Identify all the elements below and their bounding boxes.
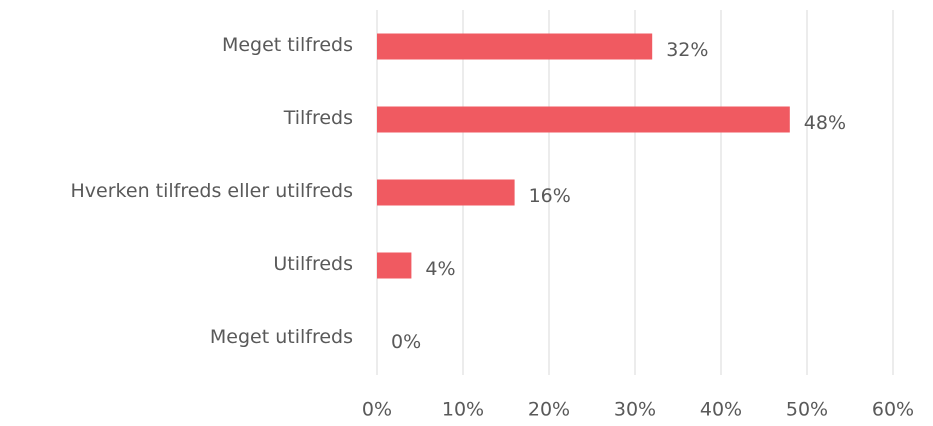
x-tick-label: 30% <box>614 399 656 421</box>
bar <box>377 252 412 279</box>
x-tick-label: 20% <box>528 399 570 421</box>
bar <box>377 33 653 60</box>
y-tick-label: Meget utilfreds <box>210 326 353 348</box>
data-label: 32% <box>666 39 708 61</box>
x-tick-label: 10% <box>442 399 484 421</box>
x-tick-label: 0% <box>362 399 392 421</box>
x-tick-label: 60% <box>872 399 914 421</box>
data-label: 0% <box>391 331 421 353</box>
y-tick-label: Utilfreds <box>273 253 353 275</box>
bar <box>377 106 790 133</box>
y-tick-label: Meget tilfreds <box>222 34 353 56</box>
y-tick-label: Tilfreds <box>283 107 353 129</box>
data-label: 4% <box>425 258 455 280</box>
bar <box>377 179 515 206</box>
y-tick-label: Hverken tilfreds eller utilfreds <box>71 180 353 202</box>
data-label: 48% <box>804 112 846 134</box>
data-label: 16% <box>529 185 571 207</box>
x-tick-label: 40% <box>700 399 742 421</box>
x-tick-label: 50% <box>786 399 828 421</box>
